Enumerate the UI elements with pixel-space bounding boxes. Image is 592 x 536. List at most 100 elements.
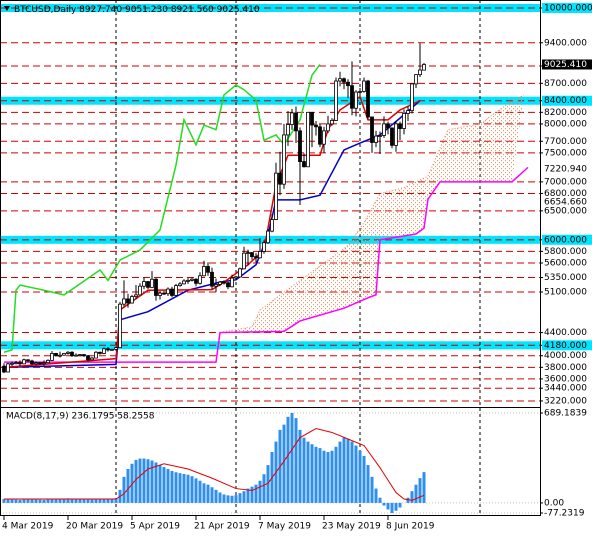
macd-bar [354, 445, 358, 503]
candle-body [106, 348, 110, 351]
macd-y-tick-label: -77.2319 [544, 509, 585, 519]
candle-body [74, 354, 78, 357]
macd-bar [170, 470, 174, 503]
macd-bar [86, 499, 90, 503]
y-tick-label: 5350.000 [544, 273, 587, 283]
y-tick-label: 3440.000 [544, 384, 587, 394]
candle-body [138, 285, 142, 296]
candle-body [178, 283, 182, 287]
macd-bar [14, 499, 18, 503]
macd-bar [206, 484, 210, 503]
macd-bar [394, 502, 398, 511]
candle-body [122, 298, 126, 305]
x-tick-label: 23 May 2019 [322, 522, 381, 532]
candle-body [266, 230, 270, 244]
y-tick-label: 5800.000 [544, 247, 587, 257]
candle-body [118, 303, 122, 349]
macd-bar [74, 498, 78, 503]
macd-bar [290, 413, 294, 503]
indicator-label: 7220.940 [544, 165, 587, 175]
candle-body [366, 80, 370, 118]
macd-bar [70, 498, 74, 503]
plot-frame [0, 0, 541, 516]
macd-bar [266, 465, 270, 503]
candle-body [98, 351, 102, 354]
macd-bar [134, 459, 138, 503]
x-tick-label: 4 Mar 2019 [2, 522, 54, 532]
macd-bar [358, 450, 362, 503]
macd-bar [130, 463, 134, 503]
candle-body [402, 113, 406, 129]
candle-body [218, 281, 222, 285]
candle-body [126, 298, 130, 304]
candle-body [94, 351, 98, 359]
candle-body [358, 91, 362, 93]
candle-body [78, 354, 82, 356]
candle-body [210, 271, 214, 287]
macd-bar [162, 467, 166, 503]
macd-bar [418, 478, 422, 503]
y-tick-label: 4180.000 [544, 341, 587, 351]
macd-bar [142, 458, 146, 503]
y-tick-label: 4400.000 [544, 328, 587, 338]
candle-body [150, 278, 154, 288]
candle-body [386, 123, 390, 129]
header-low: 8921.560 [171, 5, 214, 15]
candle-body [90, 357, 94, 361]
candle-body [102, 348, 106, 354]
menu-triangle[interactable] [4, 6, 10, 11]
y-tick-label: 3800.000 [544, 363, 587, 373]
candle-body [202, 266, 206, 277]
macd-bar [378, 497, 382, 503]
y-tick-label: 5100.000 [544, 287, 587, 297]
macd-bar [238, 493, 242, 503]
macd-bar [334, 446, 338, 503]
candle-body [314, 124, 318, 128]
indicator-label: 6654.660 [544, 197, 587, 207]
macd-bar [254, 484, 258, 503]
candle-body [378, 135, 382, 137]
macd-bar [158, 465, 162, 503]
candle-body [286, 124, 290, 136]
macd-bar [306, 441, 310, 503]
macd-bar [286, 416, 290, 503]
y-tick-label: 8000.000 [544, 119, 587, 129]
y-tick-label: 8200.000 [544, 108, 587, 118]
macd-bar [226, 495, 230, 503]
macd-bar [6, 499, 10, 503]
macd-bar [194, 478, 198, 503]
candle-body [10, 362, 14, 365]
candle-body [394, 123, 398, 146]
macd-bar [190, 476, 194, 503]
candle-body [198, 275, 202, 284]
candle-body [270, 219, 274, 232]
candle-body [398, 123, 402, 129]
candle-body [310, 111, 314, 126]
macd-bar [154, 462, 158, 503]
label-bg [542, 95, 592, 106]
macd-bar [214, 489, 218, 503]
macd-bar [90, 499, 94, 503]
candle-body [274, 172, 278, 220]
x-tick-label: 7 May 2019 [258, 522, 311, 532]
macd-bar [174, 472, 178, 503]
candle-body [154, 278, 158, 296]
macd-bar [258, 480, 262, 503]
candle-body [250, 252, 254, 258]
macd-bar [82, 499, 86, 503]
candle-body [318, 126, 322, 145]
macd-bar [50, 499, 54, 503]
macd-bar [302, 437, 306, 503]
macd-label: MACD(8,17,9) 236.1795 58.2558 [6, 412, 155, 422]
candle-body [6, 363, 10, 373]
macd-bar [350, 441, 354, 503]
macd-bar [338, 441, 342, 503]
symbol: BTCUSD,Daily [14, 5, 77, 15]
macd-bar [342, 437, 346, 503]
macd-bar [38, 499, 42, 503]
macd-bar [370, 476, 374, 503]
candle-body [342, 78, 346, 83]
macd-bar [366, 465, 370, 503]
candle-body [42, 362, 46, 365]
macd-bar [54, 498, 58, 503]
